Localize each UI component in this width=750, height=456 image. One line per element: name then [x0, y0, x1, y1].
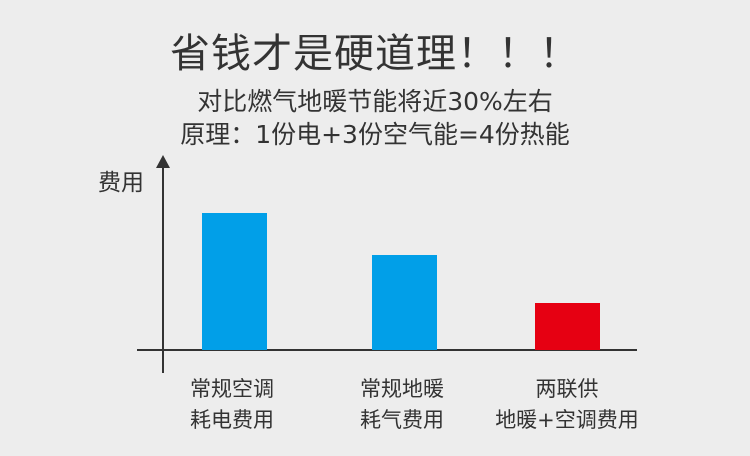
subtitle-line-2: 原理：1份电+3份空气能=4份热能 [180, 120, 570, 149]
bar-label-conventional-ac: 常规空调 耗电费用 [122, 374, 342, 436]
bar-label-dual-supply-line1: 两联供 [535, 377, 599, 401]
bar-label-gas-floor-heating-line2: 耗气费用 [360, 408, 444, 432]
bar-label-gas-floor-heating-line1: 常规地暖 [360, 377, 444, 401]
x-axis-line [137, 349, 637, 351]
bar-label-conventional-ac-line2: 耗电费用 [190, 408, 274, 432]
subtitle-line-1: 对比燃气地暖节能将近30%左右 [197, 87, 553, 116]
bar-label-dual-supply: 两联供 地暖+空调费用 [457, 374, 677, 436]
y-axis-arrow-icon [156, 155, 170, 168]
y-axis-label: 费用 [98, 170, 144, 196]
bar-dual-supply-cost [535, 303, 600, 350]
bar-label-conventional-ac-line1: 常规空调 [190, 377, 274, 401]
bar-conventional-ac-cost [202, 213, 267, 350]
bar-gas-floor-heating-cost [372, 255, 437, 350]
bar-label-dual-supply-line2: 地暖+空调费用 [495, 408, 639, 432]
y-axis-line [162, 167, 164, 373]
page-title: 省钱才是硬道理！！！ [170, 31, 580, 77]
bar-label-gas-floor-heating: 常规地暖 耗气费用 [292, 374, 512, 436]
